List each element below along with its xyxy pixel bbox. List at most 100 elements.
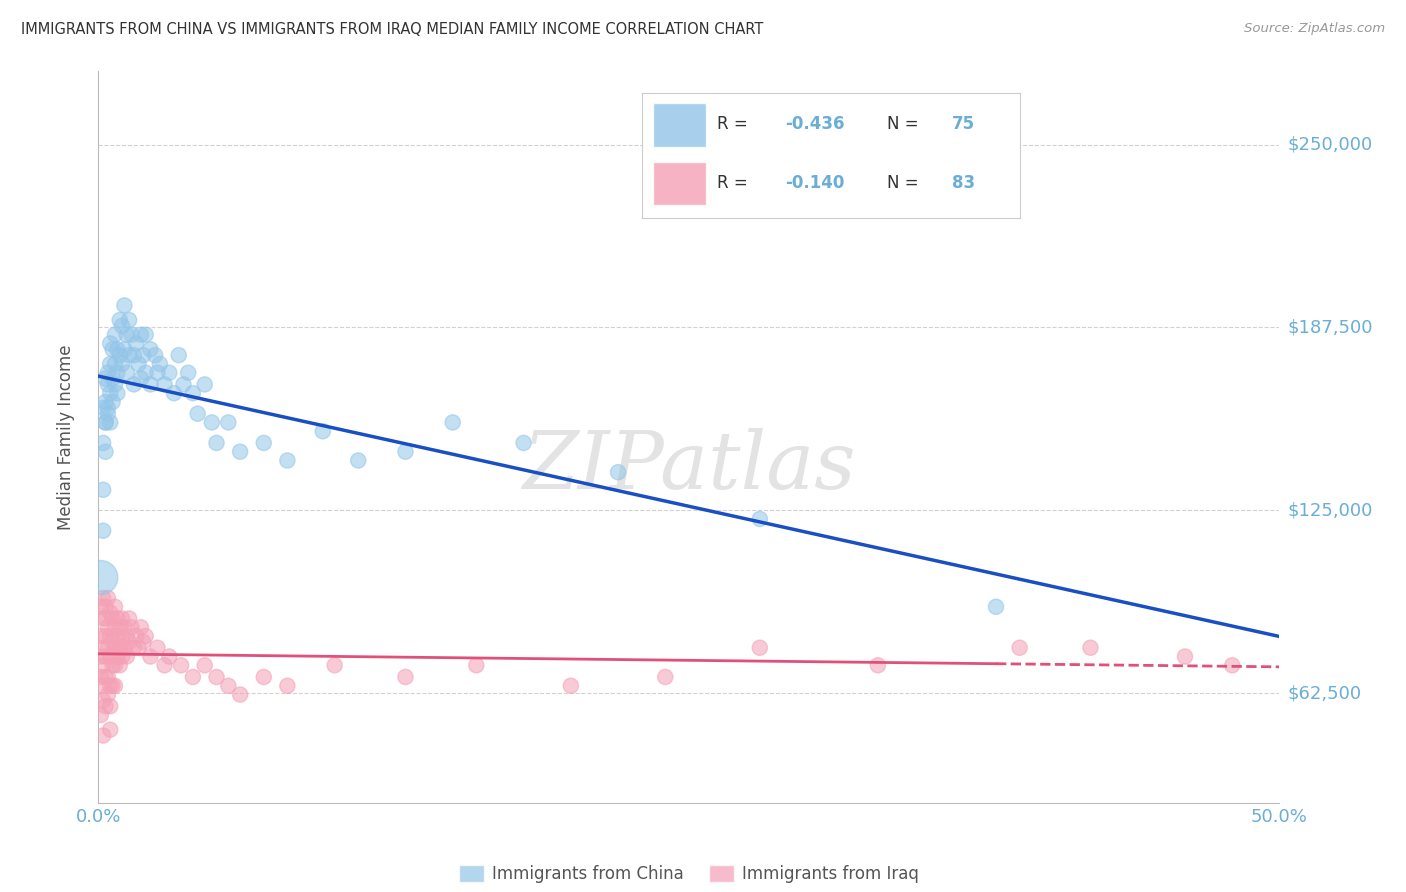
Point bbox=[115, 366, 138, 380]
Point bbox=[139, 343, 162, 357]
Point bbox=[97, 366, 120, 380]
Point bbox=[139, 649, 162, 664]
Point bbox=[105, 343, 128, 357]
Point bbox=[128, 357, 150, 371]
Point bbox=[139, 377, 162, 392]
Point bbox=[94, 416, 117, 430]
Legend: Immigrants from China, Immigrants from Iraq: Immigrants from China, Immigrants from I… bbox=[453, 858, 925, 889]
Point bbox=[1220, 658, 1243, 673]
Point bbox=[108, 348, 131, 362]
Point bbox=[112, 298, 135, 312]
Point bbox=[748, 640, 770, 655]
Point bbox=[115, 327, 138, 342]
Point bbox=[97, 670, 120, 684]
Point bbox=[394, 444, 416, 458]
Point bbox=[129, 327, 152, 342]
Point bbox=[229, 688, 252, 702]
Point bbox=[104, 620, 127, 634]
Point bbox=[112, 640, 135, 655]
Point bbox=[105, 649, 128, 664]
Point bbox=[560, 679, 582, 693]
Point bbox=[312, 424, 335, 438]
Point bbox=[128, 640, 150, 655]
Point bbox=[101, 395, 124, 409]
Point bbox=[108, 640, 131, 655]
Point bbox=[97, 401, 120, 415]
Point bbox=[1174, 649, 1197, 664]
Point bbox=[90, 570, 112, 584]
Point bbox=[253, 670, 276, 684]
Point bbox=[181, 386, 204, 401]
Point bbox=[91, 591, 114, 605]
Point bbox=[118, 348, 141, 362]
Point bbox=[91, 658, 114, 673]
Point bbox=[91, 729, 114, 743]
Point bbox=[276, 679, 298, 693]
Point bbox=[607, 465, 630, 479]
Point bbox=[94, 395, 117, 409]
Point bbox=[90, 599, 112, 614]
Point bbox=[984, 599, 1007, 614]
Point bbox=[91, 679, 114, 693]
Point bbox=[98, 386, 121, 401]
Point bbox=[111, 318, 134, 333]
Point bbox=[101, 679, 124, 693]
Point bbox=[157, 649, 180, 664]
Point bbox=[194, 377, 217, 392]
Point bbox=[1008, 640, 1031, 655]
Point bbox=[163, 386, 186, 401]
Point bbox=[94, 611, 117, 625]
Y-axis label: Median Family Income: Median Family Income bbox=[56, 344, 75, 530]
Point bbox=[132, 635, 155, 649]
Point bbox=[748, 512, 770, 526]
Point bbox=[167, 348, 190, 362]
Point bbox=[94, 599, 117, 614]
Point bbox=[90, 629, 112, 643]
Point bbox=[104, 599, 127, 614]
Point bbox=[111, 635, 134, 649]
Point bbox=[97, 688, 120, 702]
Point bbox=[108, 620, 131, 634]
Point bbox=[112, 343, 135, 357]
Point bbox=[205, 670, 228, 684]
Point bbox=[94, 371, 117, 385]
Point bbox=[104, 327, 127, 342]
Point bbox=[111, 357, 134, 371]
Point bbox=[97, 407, 120, 421]
Point bbox=[94, 670, 117, 684]
Point bbox=[111, 649, 134, 664]
Point bbox=[118, 635, 141, 649]
Point bbox=[115, 629, 138, 643]
Point bbox=[101, 658, 124, 673]
Text: ZIPatlas: ZIPatlas bbox=[522, 427, 856, 505]
Point bbox=[111, 611, 134, 625]
Point bbox=[153, 377, 176, 392]
Point bbox=[101, 635, 124, 649]
Point bbox=[98, 336, 121, 351]
Point bbox=[323, 658, 346, 673]
Point bbox=[135, 629, 157, 643]
Point bbox=[105, 366, 128, 380]
Point bbox=[105, 629, 128, 643]
Point bbox=[90, 708, 112, 723]
Point bbox=[187, 407, 209, 421]
Point bbox=[97, 377, 120, 392]
Point bbox=[129, 371, 152, 385]
Point bbox=[149, 357, 172, 371]
Point bbox=[104, 377, 127, 392]
Point bbox=[94, 699, 117, 714]
Point bbox=[94, 629, 117, 643]
Point bbox=[157, 366, 180, 380]
Point bbox=[135, 366, 157, 380]
Point bbox=[91, 640, 114, 655]
Point bbox=[101, 611, 124, 625]
Point bbox=[122, 377, 145, 392]
Point bbox=[115, 649, 138, 664]
Point bbox=[1080, 640, 1102, 655]
Point bbox=[108, 313, 131, 327]
Point bbox=[153, 658, 176, 673]
Point bbox=[118, 313, 141, 327]
Point bbox=[91, 483, 114, 497]
Point bbox=[90, 649, 112, 664]
Point bbox=[512, 436, 534, 450]
